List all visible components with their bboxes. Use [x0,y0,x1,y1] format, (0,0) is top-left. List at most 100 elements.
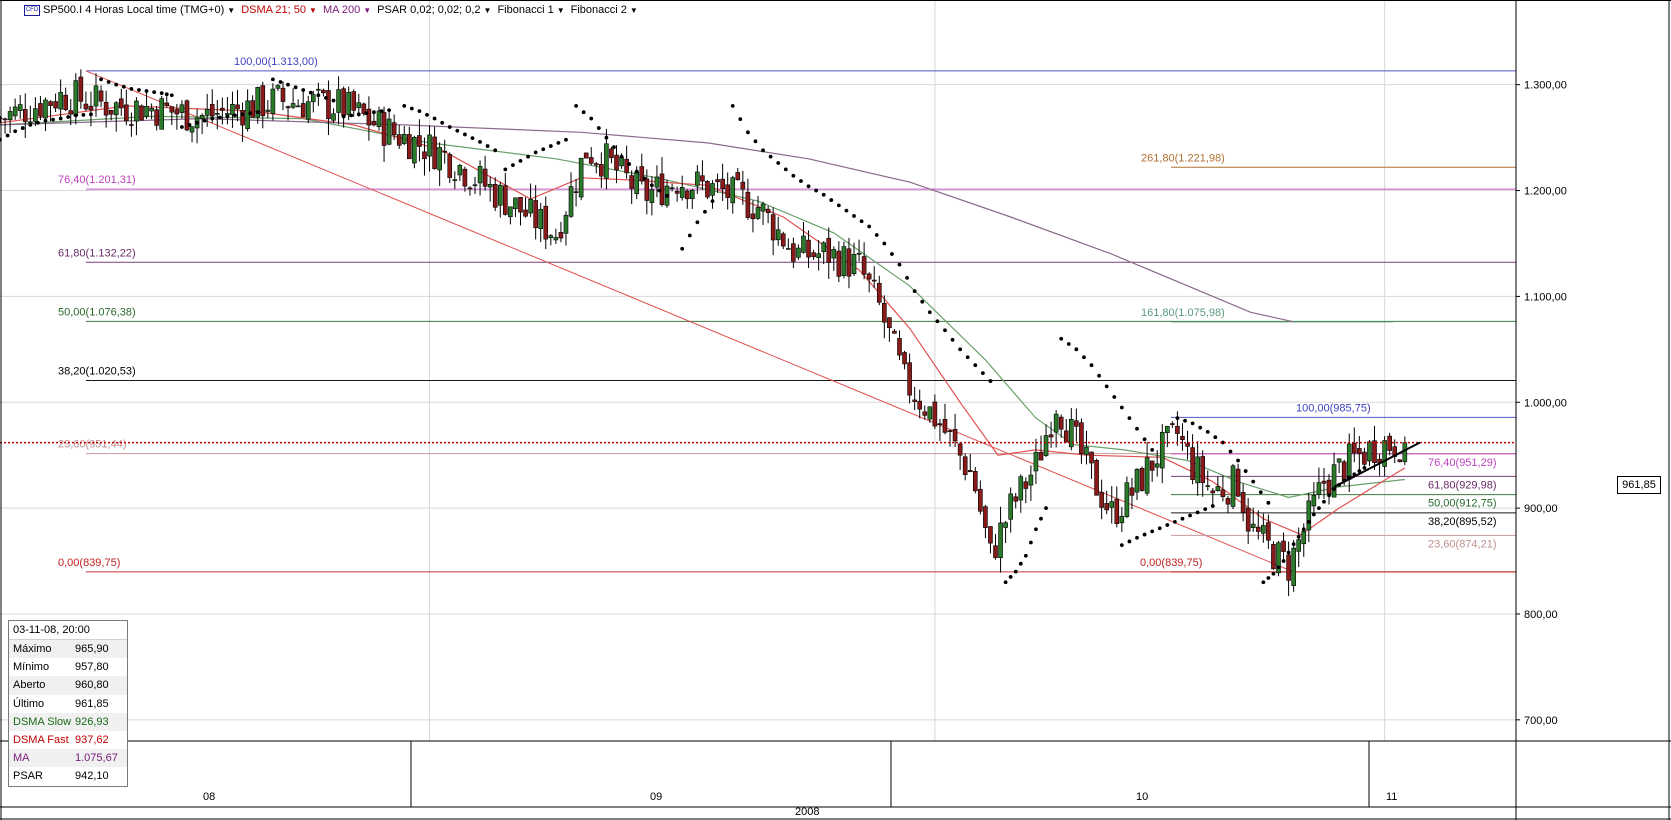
psar-dot [533,150,538,155]
candle-body [760,203,766,212]
candle-body [477,166,483,184]
candle-body [644,178,650,201]
fibonacci-1: 100,00(1.313,00) 76,40(1.201,31) 61,80(1.1… [58,56,1516,573]
psar-dot [687,233,692,238]
candle-body [1023,481,1029,489]
fibonacci-2-menu[interactable]: Fibonacci 2 ▼ [571,4,638,16]
candle-body [1069,418,1074,448]
chart-toolbar: CFD SP500.I 4 Horas Local time (TMG+0) ▼… [24,2,638,18]
candle-body [321,89,326,94]
psar-dot [106,80,111,84]
fibonacci-1-level-label: 76,40(1.201,31) [58,174,136,186]
candle-body [588,157,594,164]
psar-dot [1150,529,1155,534]
candle-body [290,103,296,108]
candle-body [1255,526,1261,532]
psar-dot [973,363,978,368]
candle-body [720,178,725,190]
candle-body [497,184,503,206]
candle-body [103,101,109,116]
chevron-down-icon: ▼ [363,5,372,15]
psar-dot [1203,507,1208,512]
psar-dot [1188,513,1192,518]
candle-body [1028,474,1034,486]
candle-body [53,101,58,109]
psar-dot [526,154,530,159]
psar-dot [1291,542,1296,547]
psar-dot [642,176,647,181]
psar-dot [447,125,452,129]
candle-body [533,200,538,229]
candle-body [730,177,736,204]
dsma-indicator-menu[interactable]: DSMA 21; 50 ▼ [241,4,317,16]
psar-dot [965,355,970,360]
psar-dot [814,188,819,193]
candle-body [1296,539,1302,552]
candle-body [1074,420,1079,427]
psar-dot [627,162,632,166]
candle-body [78,76,84,102]
psar-indicator-menu[interactable]: PSAR 0,02; 0,02; 0,2 ▼ [377,4,491,16]
candle-body [331,113,336,121]
candle-body [240,110,245,126]
psar-dot [1243,469,1248,473]
psar-dot [1082,355,1086,360]
data-window-label: MA [13,752,30,765]
candlesticks [0,69,1408,597]
candle-body [129,124,134,126]
candle-body [280,87,286,102]
psar-dot [890,252,894,256]
candle-body [17,104,23,111]
psar-dot [356,112,361,117]
candle-body [983,506,988,528]
psar-dot [1142,532,1147,537]
psar-dot [596,126,601,130]
fibonacci-1-menu[interactable]: Fibonacci 1 ▼ [497,4,564,16]
data-window-row: MA 1.075,67 [9,749,127,768]
psar-dot [1097,373,1101,378]
psar-dot [574,103,578,108]
candle-body [1129,487,1135,496]
ma-indicator-menu[interactable]: MA 200 ▼ [323,4,371,16]
psar-dot [1180,516,1185,521]
candle-body [1099,492,1104,508]
fibonacci-2-level-label: 100,00(985,75) [1296,402,1371,414]
candle-body [118,98,124,109]
candle-body [811,252,816,258]
psar-dot [66,115,71,119]
chart-overlays [0,441,1516,488]
candle-body [912,399,917,402]
candle-body [1230,465,1236,507]
candle-body [745,191,751,218]
candle-body [1362,451,1367,465]
psar-dot [324,96,328,100]
psar-dot [874,233,879,237]
candle-body [442,150,447,153]
data-window-label: Aberto [13,679,46,692]
psar-dot [836,203,841,208]
data-window-label: Último [13,697,45,710]
data-window-label: Mínimo [13,661,50,674]
psar-dot [776,161,781,165]
candle-body [305,101,311,120]
candle-body [48,101,53,106]
data-window-row: Máximo 965,90 [9,640,127,659]
psar-dot [710,199,715,204]
psar-dot [980,371,985,376]
candle-body [887,317,892,329]
psar-dot [935,319,940,324]
psar-dot [1362,465,1367,470]
psar-dot [379,109,384,114]
candle-body [33,108,38,122]
psar-dot [144,89,149,93]
psar-dot [99,77,103,82]
candle-body [341,88,346,117]
candle-body [770,214,776,241]
candle-body [381,112,387,146]
candle-body [553,237,559,241]
candle-body [993,545,998,558]
candle-body [149,107,154,112]
symbol-selector[interactable]: CFD SP500.I 4 Horas Local time (TMG+0) ▼ [24,4,235,16]
candle-body [356,102,362,109]
